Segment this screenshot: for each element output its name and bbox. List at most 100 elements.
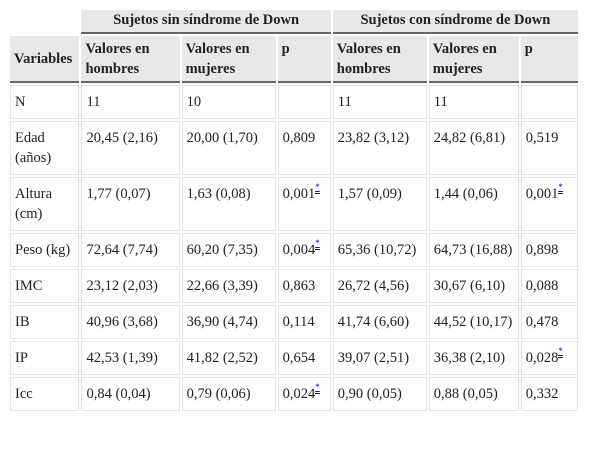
header-group-row: Sujetos sin síndrome de Down Sujetos con… [10,10,578,34]
table-cell: 20,45 (2,16) [81,121,180,175]
table-cell: 11 [332,85,427,119]
table-cell: 0,024* [277,377,331,411]
footnote-dash [314,249,320,250]
cell-value: 0,088 [525,278,559,294]
row-variable-label: Peso (kg) [10,233,80,267]
cell-value: 0,90 (0,05) [337,386,402,402]
table-cell: 1,63 (0,08) [181,177,276,231]
data-table: Sujetos sin síndrome de Down Sujetos con… [8,8,580,413]
row-variable-label: IB [10,305,80,339]
row-variable-label: IMC [10,269,80,303]
table-container: Sujetos sin síndrome de Down Sujetos con… [8,8,580,413]
table-cell: 42,53 (1,39) [81,341,180,375]
table-cell: 20,00 (1,70) [181,121,276,175]
cell-value: 0,024 [282,386,316,402]
col-header-hombres-1: Valores en hombres [81,36,180,83]
header-columns-row: Variables Valores en hombres Valores en … [10,36,578,83]
table-body: N 11 10 11 11 Edad (años) 20,45 (2,16) 20,00 (1… [10,85,578,411]
cell-value: 0,519 [525,130,559,146]
cell-value: 0,84 (0,04) [86,386,151,402]
cell-value: 0,004 [282,242,316,258]
significance-footnote-link[interactable]: * [558,182,563,193]
cell-value: 60,20 (7,35) [186,242,258,258]
cell-value: 20,45 (2,16) [86,130,158,146]
cell-value: 65,36 (10,72) [337,242,417,258]
cell-value: 41,74 (6,60) [337,314,410,330]
table-cell: 0,809 [277,121,331,175]
cell-value: 36,90 (4,74) [186,314,258,330]
cell-value: 11 [86,94,101,110]
cell-value: 0,863 [282,278,316,294]
table-cell: 1,57 (0,09) [332,177,427,231]
significance-footnote-link[interactable]: * [315,238,320,249]
table-cell: 0,001* [520,177,578,231]
table-cell: 0,004* [277,233,331,267]
cell-value: 36,38 (2,10) [433,350,506,366]
table-cell: 64,73 (16,88) [428,233,519,267]
cell-value: 0,332 [525,386,559,402]
table-row: IMC 23,12 (2,03) 22,66 (3,39) 0,863 26,72 (4… [10,269,578,303]
table-cell: 41,74 (6,60) [332,305,427,339]
footnote-dash [314,393,320,394]
cell-value: 11 [433,94,448,110]
table-cell: 23,82 (3,12) [332,121,427,175]
significance-footnote-link[interactable]: * [558,346,563,357]
table-cell: 1,44 (0,06) [428,177,519,231]
cell-value: 22,66 (3,39) [186,278,258,294]
cell-value: 0,88 (0,05) [433,386,498,402]
table-row: IB 40,96 (3,68) 36,90 (4,74) 0,114 41,74 (6,… [10,305,578,339]
table-cell: 26,72 (4,56) [332,269,427,303]
table-cell: 0,898 [520,233,578,267]
cell-value: 23,12 (2,03) [86,278,158,294]
table-cell: 72,64 (7,74) [81,233,180,267]
cell-value: 72,64 (7,74) [86,242,158,258]
table-cell: 39,07 (2,51) [332,341,427,375]
col-header-p-2: p [520,36,578,83]
group-header-sin-down: Sujetos sin síndrome de Down [81,10,331,34]
cell-value: 40,96 (3,68) [86,314,158,330]
row-variable-label: Icc [10,377,80,411]
table-cell: 36,90 (4,74) [181,305,276,339]
table-cell: 0,90 (0,05) [332,377,427,411]
table-row: Altura (cm) 1,77 (0,07) 1,63 (0,08) 0,001* 1… [10,177,578,231]
table-cell: 30,67 (6,10) [428,269,519,303]
cell-value: 42,53 (1,39) [86,350,158,366]
cell-value: 1,63 (0,08) [186,186,251,202]
cell-value: 23,82 (3,12) [337,130,410,146]
cell-value: 10 [186,94,202,110]
cell-value: 44,52 (10,17) [433,314,513,330]
cell-value: 0,898 [525,242,559,258]
table-cell: 0,79 (0,06) [181,377,276,411]
header-empty-cell [10,10,80,34]
table-row: Edad (años) 20,45 (2,16) 20,00 (1,70) 0,809… [10,121,578,175]
cell-value: 1,77 (0,07) [86,186,151,202]
table-cell [520,85,578,119]
cell-value: 1,44 (0,06) [433,186,498,202]
table-cell: 0,519 [520,121,578,175]
cell-value: 0,79 (0,06) [186,386,251,402]
col-header-p-1: p [277,36,331,83]
group-header-con-down: Sujetos con síndrome de Down [332,10,578,34]
table-cell: 1,77 (0,07) [81,177,180,231]
table-cell: 0,88 (0,05) [428,377,519,411]
significance-footnote-link[interactable]: * [315,182,320,193]
table-cell: 65,36 (10,72) [332,233,427,267]
table-cell: 0,478 [520,305,578,339]
cell-value: 64,73 (16,88) [433,242,513,258]
table-row: Peso (kg) 72,64 (7,74) 60,20 (7,35) 0,004* 6… [10,233,578,267]
col-header-mujeres-2: Valores en mujeres [428,36,519,83]
cell-value: 24,82 (6,81) [433,130,506,146]
col-header-hombres-2: Valores en hombres [332,36,427,83]
row-variable-label: Altura (cm) [10,177,80,231]
cell-value: 30,67 (6,10) [433,278,506,294]
table-cell: 0,088 [520,269,578,303]
footnote-dash [557,357,563,358]
cell-value: 1,57 (0,09) [337,186,402,202]
cell-value: 20,00 (1,70) [186,130,258,146]
table-cell: 0,114 [277,305,331,339]
table-cell: 10 [181,85,276,119]
table-cell: 0,654 [277,341,331,375]
table-row: N 11 10 11 11 [10,85,578,119]
table-cell: 40,96 (3,68) [81,305,180,339]
significance-footnote-link[interactable]: * [315,382,320,393]
